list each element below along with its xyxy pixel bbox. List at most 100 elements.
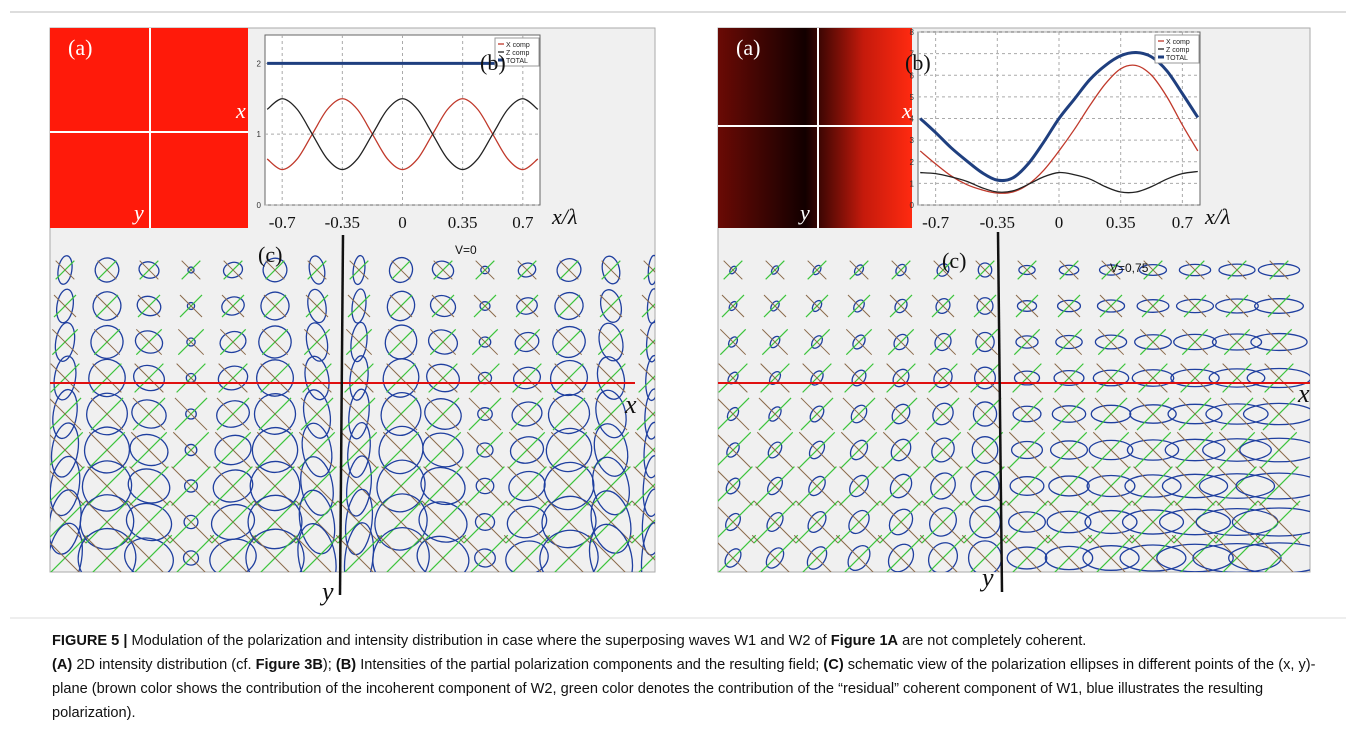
polarization-ellipse [349,355,369,401]
component-line [129,466,169,506]
component-line [263,294,287,318]
polarization-ellipse [971,436,999,464]
component-line [174,397,208,431]
component-line [468,397,502,431]
polarization-ellipse [1055,334,1083,350]
polarization-ellipse [1048,475,1090,497]
panel-label: (c) [942,248,966,273]
component-line [1008,431,1046,469]
component-line [718,542,748,572]
component-line [1096,363,1126,393]
component-line [636,397,655,417]
component-line [507,466,547,506]
component-line [555,328,583,356]
component-line [475,260,495,280]
polarization-ellipse [930,472,956,500]
component-line [1260,431,1298,469]
component-line [1052,397,1086,431]
component-line [1173,500,1217,544]
polarization-ellipse [352,254,366,286]
component-line [463,500,507,544]
component-line [93,328,121,356]
component-line [87,466,127,506]
component-line [798,431,836,469]
legend-label: Z comp [506,50,529,57]
polarization-ellipse [307,288,327,324]
polarization-ellipse [476,442,494,458]
x-tick-label: 0 [398,213,407,232]
component-line [634,431,655,453]
polarization-ellipse [138,261,160,279]
component-line [384,397,418,431]
axis-letter: x [1297,379,1310,408]
polarization-ellipse [765,547,785,569]
component-line [137,294,161,318]
polarization-ellipse [55,288,75,324]
component-line [1091,466,1131,506]
component-line [139,260,159,280]
component-line [1171,534,1210,572]
component-line [1017,260,1037,280]
component-line [1175,466,1215,506]
component-line [1134,431,1172,469]
component-line [924,431,962,469]
component-line [639,328,655,345]
polarization-ellipse [644,388,655,440]
component-line [552,397,586,431]
component-line [339,466,379,506]
polarization-ellipse [83,426,131,474]
polarization-ellipse [308,255,326,285]
component-line [1092,431,1130,469]
x-axis-label: x/λ [551,204,577,229]
component-line [127,500,171,544]
polarization-ellipse [86,392,128,436]
polarization-ellipse [53,355,77,401]
component-line [251,534,290,572]
polarization-ellipse [770,300,780,312]
polarization-ellipse [853,264,865,276]
polarization-ellipse [431,260,455,280]
component-line [419,534,458,572]
component-line [879,500,923,544]
component-line [1012,363,1042,393]
component-line [753,500,797,544]
component-line [968,397,1002,431]
polarization-ellipse [929,507,957,537]
component-line [1176,431,1214,469]
component-line [134,363,164,393]
component-line [919,534,958,572]
polarization-ellipse [1096,299,1126,313]
component-line [426,397,460,431]
polarization-ellipse [305,322,329,362]
polarization-ellipse [932,402,954,426]
component-line [50,542,80,572]
component-line [1217,466,1257,506]
polarization-ellipse [643,421,655,479]
component-line [881,466,921,506]
polarization-ellipse [975,331,995,353]
polarization-ellipse [1129,404,1177,424]
polarization-ellipse [186,337,196,347]
polarization-ellipse [642,455,655,517]
polarization-ellipse [977,262,993,278]
polarization-ellipse [475,477,495,495]
y-axis [996,231,1004,593]
component-line [167,534,206,572]
component-line [465,466,505,506]
polarization-ellipse [479,301,491,311]
component-line [601,260,621,280]
polarization-ellipse [848,509,870,535]
component-line [1143,260,1163,280]
polarization-ellipse [253,393,297,435]
polarization-ellipse [1175,298,1215,314]
caption-text: Intensities of the partial polarization … [356,657,824,673]
polarization-ellipse [810,370,824,386]
component-line [721,294,745,318]
polarization-ellipse [588,523,634,572]
component-line [840,431,878,469]
polarization-ellipse [216,400,250,428]
x-tick-label: 0.35 [1106,213,1136,232]
polarization-ellipse [1126,439,1180,461]
